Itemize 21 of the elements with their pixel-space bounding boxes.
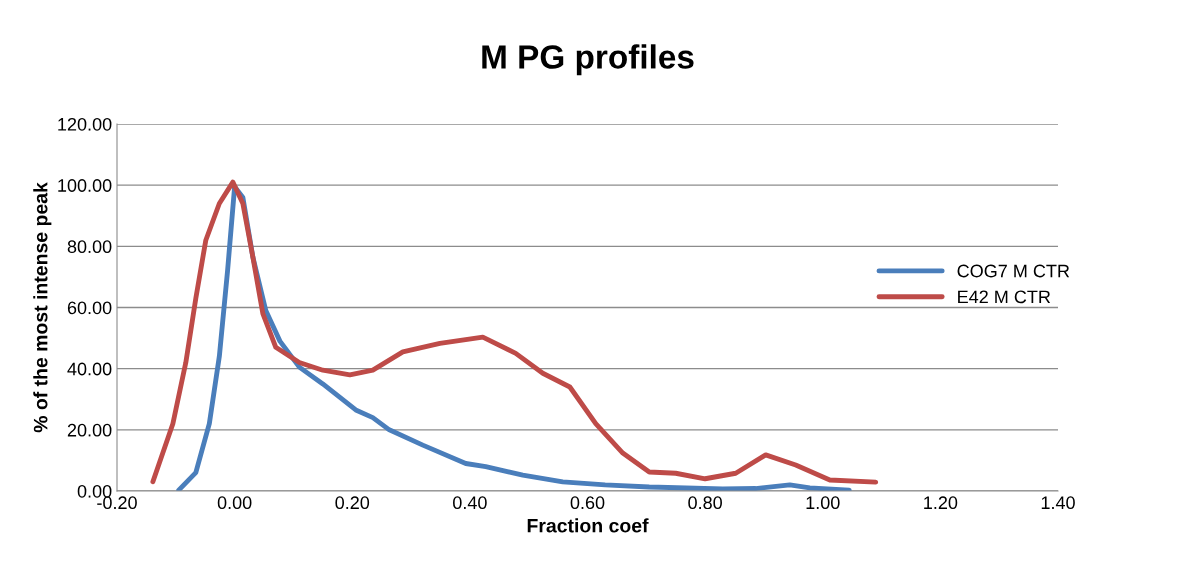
y-tick-label: 40.00 (67, 362, 112, 376)
x-tick-label: -0.20 (97, 496, 137, 510)
x-tick-label: 0.20 (335, 496, 370, 510)
y-axis-title: % of the most intense peak (33, 182, 52, 433)
x-tick-label: 1.40 (1041, 496, 1075, 510)
x-tick-label: 0.80 (688, 496, 722, 510)
y-tick-label: 60.00 (67, 301, 112, 315)
chart-title: M PG profiles (482, 44, 694, 76)
y-tick-label: 20.00 (67, 423, 112, 437)
x-tick-label: 0.40 (453, 496, 487, 510)
y-tick-label: 80.00 (67, 240, 112, 254)
x-tick-label: 0.00 (217, 496, 252, 510)
y-tick-label: 100.00 (58, 179, 112, 192)
legend-label: E42 M CTR (958, 290, 1051, 304)
x-tick-label: 1.00 (806, 496, 840, 510)
legend-label: COG7 M CTR (957, 264, 1070, 278)
y-tick-label: 0.00 (77, 484, 112, 498)
y-tick-label: 120.00 (58, 117, 112, 131)
x-tick-label: 0.60 (570, 496, 605, 510)
x-tick-label: 1.20 (924, 496, 958, 510)
x-axis-title: Fraction coef (527, 518, 649, 533)
